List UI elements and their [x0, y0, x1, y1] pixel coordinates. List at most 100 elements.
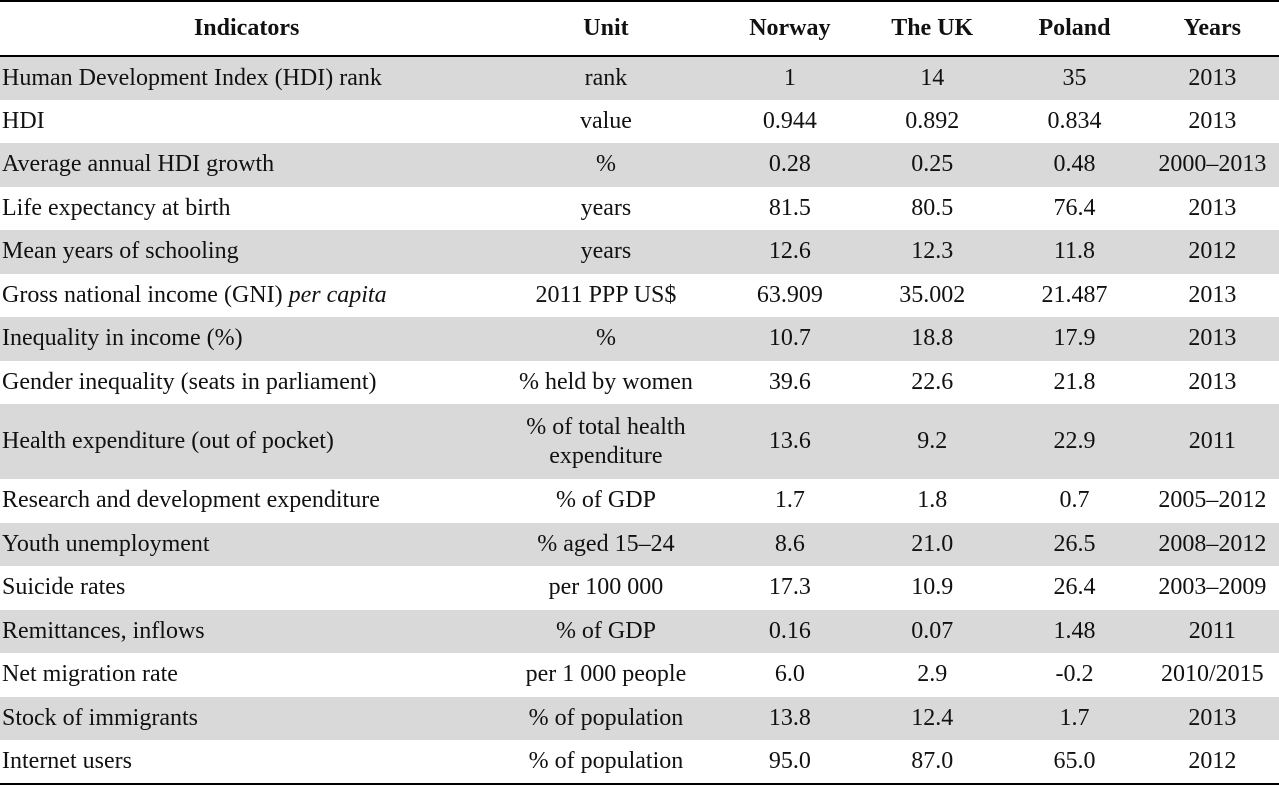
poland-cell: 0.7: [1059, 487, 1090, 514]
years-cell: 2005–2012: [1158, 487, 1267, 514]
uk-cell: 0.892: [905, 107, 960, 134]
table-row: HDI value 0.944 0.892 0.834 2013: [0, 100, 1279, 144]
indicator-text: Gross national income (GNI): [2, 281, 283, 308]
years-cell: 2013: [1188, 704, 1237, 731]
norway-cell: 6.0: [774, 661, 805, 688]
unit-cell: %: [595, 151, 616, 178]
poland-cell: -0.2: [1055, 661, 1094, 688]
norway-cell: 12.6: [768, 238, 811, 265]
table-row: Internet users % of population 95.0 87.0…: [0, 740, 1279, 785]
years-cell: 2011: [1188, 617, 1236, 644]
unit-cell: % of total health expenditure: [493, 404, 718, 479]
table-row: Mean years of schooling years 12.6 12.3 …: [0, 230, 1279, 274]
indicator-cell: Mean years of schooling: [2, 238, 239, 265]
uk-cell: 12.3: [911, 238, 954, 265]
unit-cell: years: [580, 194, 632, 221]
years-cell: 2011: [1188, 428, 1236, 455]
poland-cell: 0.48: [1053, 151, 1096, 178]
indicator-cell: Life expectancy at birth: [2, 194, 231, 221]
header-indicators: Indicators: [0, 0, 494, 57]
norway-cell: 39.6: [768, 368, 811, 395]
table-row: Gender inequality (seats in parliament) …: [0, 361, 1279, 405]
table-row: Inequality in income (%) % 10.7 18.8 17.…: [0, 317, 1279, 361]
poland-cell: 21.487: [1041, 281, 1108, 308]
unit-cell: years: [580, 238, 632, 265]
years-cell: 2013: [1188, 107, 1237, 134]
indicator-cell: Research and development expenditure: [2, 487, 380, 514]
norway-cell: 0.16: [768, 617, 811, 644]
poland-cell: 1.7: [1059, 704, 1090, 731]
poland-cell: 76.4: [1053, 194, 1096, 221]
table-row: Research and development expenditure % o…: [0, 479, 1279, 523]
uk-cell: 0.25: [911, 151, 954, 178]
header-row: Indicators Unit Norway The UK Poland Yea…: [0, 0, 1279, 57]
unit-cell: % of GDP: [555, 617, 656, 644]
uk-cell: 0.07: [911, 617, 954, 644]
table-row: Youth unemployment % aged 15–24 8.6 21.0…: [0, 522, 1279, 566]
table-row: Average annual HDI growth % 0.28 0.25 0.…: [0, 143, 1279, 187]
table-row: Human Development Index (HDI) rank rank …: [0, 56, 1279, 100]
table-row: Remittances, inflows % of GDP 0.16 0.07 …: [0, 609, 1279, 653]
uk-cell: 35.002: [899, 281, 966, 308]
years-cell: 2013: [1188, 194, 1237, 221]
indicator-cell: Human Development Index (HDI) rank: [2, 64, 382, 91]
header-years: Years: [1145, 0, 1279, 57]
unit-cell: 2011 PPP US$: [535, 281, 677, 308]
unit-cell: rank: [584, 64, 628, 91]
poland-cell: 65.0: [1003, 740, 1146, 785]
header-uk: The UK: [861, 0, 1004, 57]
years-cell: 2013: [1188, 325, 1237, 352]
header-poland: Poland: [1003, 0, 1146, 57]
years-cell: 2003–2009: [1158, 574, 1267, 601]
unit-cell: % of GDP: [555, 487, 656, 514]
indicator-cell: Gender inequality (seats in parliament): [2, 368, 377, 395]
indicator-cell: Health expenditure (out of pocket): [2, 428, 334, 455]
uk-cell: 87.0: [861, 740, 1004, 785]
table-row: Health expenditure (out of pocket) % of …: [0, 404, 1279, 479]
norway-cell: 17.3: [768, 574, 811, 601]
unit-cell: % of population: [528, 704, 684, 731]
norway-cell: 81.5: [768, 194, 811, 221]
uk-cell: 18.8: [911, 325, 954, 352]
uk-cell: 1.8: [917, 487, 948, 514]
uk-cell: 80.5: [911, 194, 954, 221]
norway-cell: 10.7: [768, 325, 811, 352]
norway-cell: 0.28: [768, 151, 811, 178]
norway-cell: 13.6: [768, 428, 811, 455]
unit-cell: % held by women: [518, 368, 693, 395]
uk-cell: 10.9: [911, 574, 954, 601]
norway-cell: 1.7: [774, 487, 805, 514]
indicator-cell: Youth unemployment: [2, 530, 210, 557]
unit-cell: %: [595, 325, 616, 352]
uk-cell: 9.2: [917, 428, 948, 455]
years-cell: 2012: [1188, 238, 1237, 265]
unit-cell: per 1 000 people: [525, 661, 687, 688]
indicator-italic-text: per capita: [288, 281, 387, 308]
unit-line-2: expenditure: [549, 442, 663, 469]
indicator-cell: Suicide rates: [2, 574, 126, 601]
unit-cell: per 100 000: [548, 574, 664, 601]
uk-cell: 21.0: [911, 530, 954, 557]
years-cell: 2013: [1188, 368, 1237, 395]
poland-cell: 26.5: [1053, 530, 1096, 557]
poland-cell: 35: [1062, 64, 1087, 91]
indicator-cell: Inequality in income (%): [2, 325, 243, 352]
norway-cell: 13.8: [768, 704, 811, 731]
header-norway: Norway: [718, 0, 862, 57]
unit-cell: % aged 15–24: [537, 530, 675, 557]
years-cell: 2000–2013: [1158, 151, 1267, 178]
indicator-cell: Internet users: [0, 740, 494, 785]
years-cell: 2013: [1188, 281, 1237, 308]
indicator-cell: Gross national income (GNI) per capita: [0, 274, 493, 318]
indicator-cell: HDI: [2, 107, 45, 134]
years-cell: 2012: [1145, 740, 1279, 785]
uk-cell: 22.6: [911, 368, 954, 395]
indicator-cell: Net migration rate: [2, 661, 178, 688]
indicator-cell: Stock of immigrants: [2, 704, 198, 731]
table-row: Suicide rates per 100 000 17.3 10.9 26.4…: [0, 566, 1279, 610]
norway-cell: 1: [783, 64, 796, 91]
indicator-cell: Remittances, inflows: [2, 617, 205, 644]
norway-cell: 63.909: [756, 281, 823, 308]
norway-cell: 8.6: [774, 530, 805, 557]
